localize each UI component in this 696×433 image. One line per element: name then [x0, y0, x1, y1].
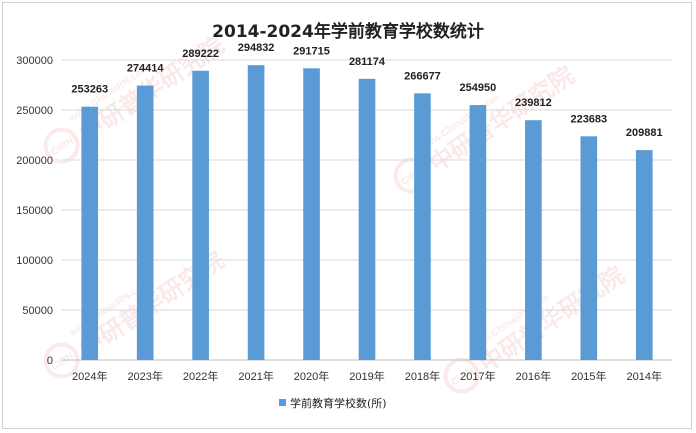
data-label: 294832 [238, 42, 275, 54]
watermark-brand: 中研普华研究院 [474, 261, 629, 378]
bar [635, 150, 653, 360]
chart-frame [2, 2, 692, 429]
x-tick-label: 2018年 [405, 369, 440, 383]
data-label: 281174 [349, 56, 386, 68]
legend-swatch [279, 399, 286, 406]
watermark-logo: CIRN [49, 350, 75, 373]
watermark-logo-ring [443, 357, 480, 394]
legend: 学前教育学校数(所) [279, 396, 387, 410]
y-tick-label: 100000 [16, 255, 53, 267]
x-tick-label: 2017年 [460, 369, 495, 383]
x-tick-label: 2020年 [294, 369, 329, 383]
watermark-logo-ring [43, 127, 80, 164]
x-tick-label: 2024年 [72, 369, 107, 383]
bar [469, 105, 487, 360]
x-tick-label: 2022年 [183, 369, 218, 383]
data-label: 209881 [626, 127, 663, 139]
data-label: 254950 [460, 82, 497, 94]
watermark-logo-ring [43, 342, 80, 379]
x-axis-ticks: 2024年 2023年 2022年 2021年 2020年 2019年 2018年 2017年… [72, 369, 662, 383]
y-tick-label: 200000 [16, 155, 53, 167]
data-label: 291715 [293, 45, 330, 57]
x-tick-label: 2023年 [127, 369, 162, 383]
y-tick-label: 150000 [16, 205, 53, 217]
bar [303, 68, 320, 360]
data-label: 223683 [570, 113, 607, 125]
y-axis-ticks: 0 50000 100000 150000 200000 250000 300000 [16, 55, 53, 367]
bar [525, 120, 542, 360]
bar [580, 136, 598, 360]
data-label: 239812 [515, 97, 552, 109]
bar [81, 106, 99, 360]
x-tick-label: 2014年 [627, 369, 662, 383]
bar [247, 65, 265, 360]
y-tick-label: 300000 [16, 55, 53, 67]
bar [414, 93, 431, 360]
x-tick-label: 2016年 [516, 369, 551, 383]
chart-title: 2014-2024年学前教育学校数统计 [212, 21, 484, 42]
data-label: 289222 [182, 48, 219, 60]
bars [81, 65, 653, 361]
legend-label: 学前教育学校数(所) [290, 396, 387, 410]
y-tick-label: 0 [47, 355, 53, 367]
x-tick-label: 2015年 [571, 369, 606, 383]
bar [192, 70, 209, 360]
data-labels: 253263 274414 289222 294832 291715 281174 2666… [71, 42, 662, 139]
data-label: 266677 [404, 70, 441, 82]
data-label: 274414 [127, 63, 165, 75]
bar [136, 85, 154, 360]
y-tick-label: 50000 [22, 305, 53, 317]
data-label: 253263 [71, 84, 108, 96]
y-tick-label: 250000 [16, 105, 53, 117]
bar [358, 78, 376, 361]
x-tick-label: 2021年 [238, 369, 273, 383]
x-tick-label: 2019年 [349, 369, 384, 383]
watermark-logo: CIRN [49, 135, 75, 158]
watermark-brand: 中研普华研究院 [424, 61, 579, 178]
